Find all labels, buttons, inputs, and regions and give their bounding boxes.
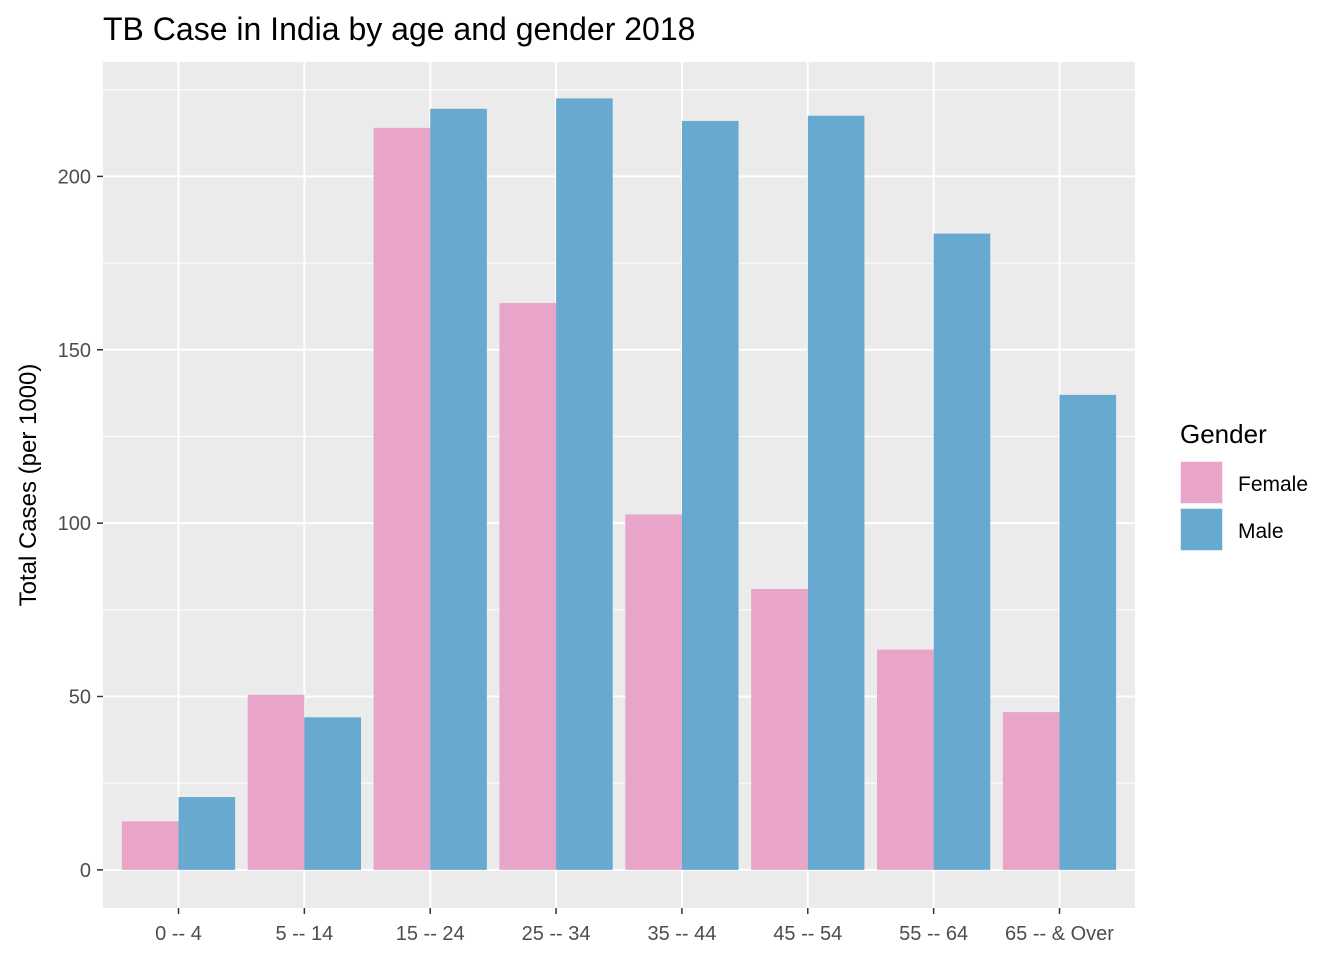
bars [121,98,1117,870]
legend-label-female: Female [1238,473,1308,496]
bar-male-2 [430,108,487,870]
bar-female-7 [1002,712,1060,870]
bar-female-5 [751,589,808,870]
y-tick-label: 200 [58,166,91,188]
y-tick-label: 0 [80,860,91,882]
legend-items: Female Male [1179,460,1308,552]
x-tick-label: 25 -- 34 [522,923,591,945]
x-tick-label: 45 -- 54 [773,923,842,945]
bar-female-0 [121,821,179,870]
bar-male-1 [304,717,361,870]
y-tick-label: 50 [69,687,91,709]
bar-male-0 [178,797,236,870]
bar-male-5 [807,115,865,870]
x-tick-label: 65 -- & Over [1005,923,1114,945]
x-tick-label: 0 -- 4 [155,923,202,945]
bar-male-3 [556,98,613,870]
legend-swatch-female [1179,460,1224,505]
legend-title: Gender [1180,419,1267,449]
x-tick-label: 15 -- 24 [396,923,465,945]
legend-swatch-male [1179,507,1224,552]
bar-female-6 [877,649,934,870]
bar-male-6 [933,233,991,870]
bar-female-2 [373,127,431,870]
legend-label-male: Male [1238,520,1284,543]
bar-female-3 [499,302,557,870]
y-tick-label: 150 [58,340,91,362]
bar-female-4 [625,514,682,870]
x-tick-label: 55 -- 64 [899,923,968,945]
x-axis: 0 -- 4 5 -- 14 15 -- 24 25 -- 34 35 -- 44 45 … [155,908,1114,945]
y-axis-title: Total Cases (per 1000) [15,364,42,607]
bar-male-4 [681,120,739,870]
bar-female-1 [247,694,305,870]
x-tick-label: 5 -- 14 [275,923,333,945]
y-axis: 0 50 100 150 200 [58,166,103,882]
legend: Gender Female Male [1179,419,1308,552]
bar-male-7 [1059,394,1117,870]
chart-title: TB Case in India by age and gender 2018 [103,11,695,47]
y-tick-label: 100 [58,513,91,535]
x-tick-label: 35 -- 44 [647,923,716,945]
